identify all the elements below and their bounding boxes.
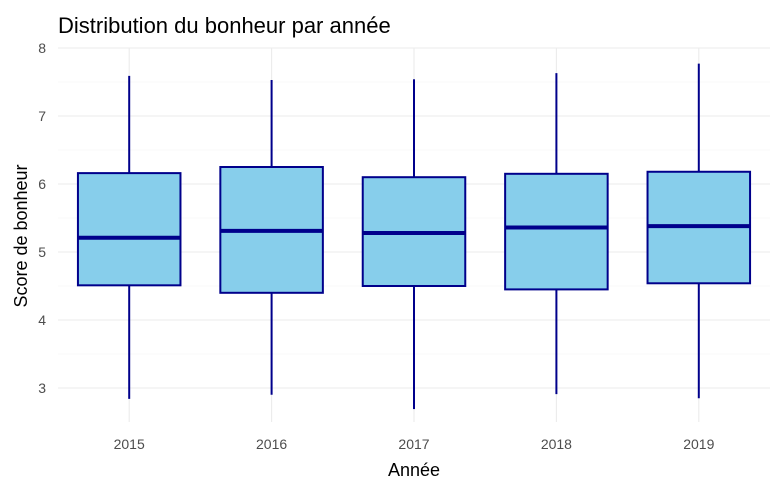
x-tick-label: 2018 — [541, 436, 572, 452]
box-2019 — [646, 63, 752, 399]
x-tick-label: 2016 — [256, 436, 287, 452]
y-axis-title: Score de bonheur — [11, 164, 31, 307]
y-tick-label: 3 — [38, 380, 46, 396]
y-tick-label: 7 — [38, 108, 46, 124]
chart-title: Distribution du bonheur par année — [58, 13, 391, 38]
box-rect — [504, 172, 609, 291]
box-2015 — [76, 75, 182, 399]
x-axis-title: Année — [388, 460, 440, 480]
y-axis-ticks: 3 4 5 6 7 8 — [38, 40, 46, 396]
box-2017 — [361, 79, 467, 410]
x-axis-ticks: 2015 2016 2017 2018 2019 — [114, 436, 715, 452]
y-tick-label: 4 — [38, 312, 46, 328]
box-2016 — [219, 79, 324, 395]
box-rect — [76, 172, 182, 287]
y-tick-label: 5 — [38, 244, 46, 260]
x-tick-label: 2017 — [398, 436, 429, 452]
y-tick-label: 6 — [38, 176, 46, 192]
x-tick-label: 2015 — [114, 436, 145, 452]
box-series — [76, 63, 752, 410]
y-tick-label: 8 — [38, 40, 46, 56]
x-tick-label: 2019 — [683, 436, 714, 452]
box-2018 — [504, 73, 609, 395]
